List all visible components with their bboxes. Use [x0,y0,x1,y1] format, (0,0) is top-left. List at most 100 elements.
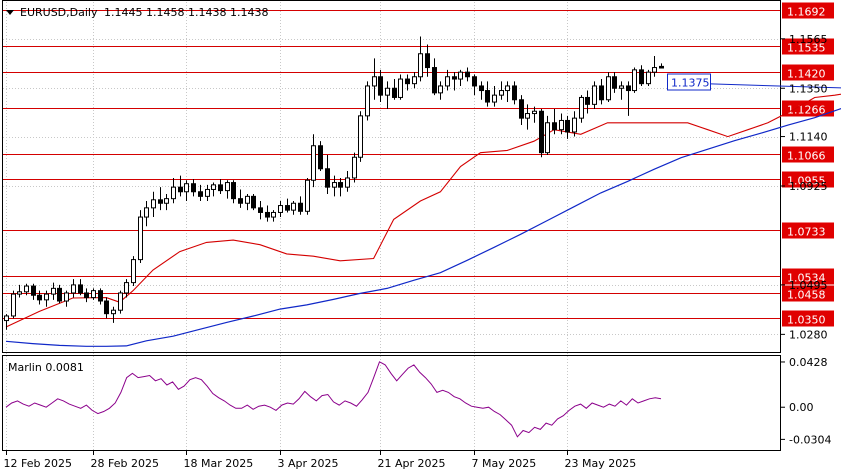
candle-body-64 [432,67,437,94]
candle-body-90 [606,76,611,101]
candle-body-76 [512,85,517,101]
level-label-bg-2 [782,64,834,81]
level-label-bg-5 [782,171,834,188]
candle-body-50 [338,182,343,188]
candle-body-54 [365,85,370,117]
candle-body-59 [398,78,403,98]
candle-body-91 [612,76,617,89]
candle-body-20 [138,216,143,261]
dropdown-triangle-icon[interactable] [6,10,14,15]
price-tick-label-3: 1.0925 [789,180,828,193]
candle-body-75 [505,85,510,92]
candle-body-19 [131,259,136,284]
candle-body-62 [418,53,423,78]
time-tick-label-3: 3 Apr 2025 [278,457,339,470]
level-label-bg-9 [782,310,834,327]
candle-body-5 [37,294,42,301]
candle-body-67 [452,76,457,80]
candle-body-61 [412,76,417,85]
candle-body-23 [158,199,163,204]
level-label-bg-7 [782,268,834,285]
ohlc-values: 1.1445 1.1458 1.1438 1.1438 [104,6,268,19]
candle-body-71 [479,85,484,92]
candle-body-74 [499,90,504,96]
candle-body-82 [552,122,557,131]
candle-body-25 [171,186,176,200]
candle-body-45 [305,179,310,212]
time-tick-label-4: 21 Apr 2025 [378,457,446,470]
ma-tag-box [667,73,711,91]
candle-body-48 [325,168,330,188]
osc-tick-label-1: 0.00 [789,401,814,414]
candle-body-14 [98,290,103,302]
candle-body-28 [191,183,196,193]
candle-body-53 [358,115,363,158]
main-pane-frame [2,0,781,353]
candle-body-17 [118,292,123,311]
candle-body-34 [231,182,236,200]
candle-body-51 [345,177,350,188]
level-label-bg-4 [782,146,834,163]
candle-body-94 [632,69,637,92]
time-axis: 12 Feb 2025 28 Feb 2025 18 Mar 2025 3 Apr 2… [4,450,637,470]
oscillator-title: Marlin 0.0081 [8,361,84,374]
candle-body-63 [425,53,430,69]
ma-tag-label: 1.1375 [671,77,710,90]
candle-body-11 [78,284,83,294]
candle-body-88 [592,85,597,105]
symbol-label: EURUSD,Daily [20,6,98,19]
time-tick-label-2: 18 Mar 2025 [184,457,254,470]
candle-body-92 [619,85,624,89]
candle-body-2 [17,291,22,295]
level-label-0: 1.1692 [787,6,826,19]
candle-body-52 [352,156,357,179]
candle-body-95 [639,69,644,85]
candle-body-15 [104,300,109,315]
candle-body-29 [198,191,203,197]
candle-body-79 [532,110,537,115]
candle-body-16 [111,309,116,315]
candle-body-58 [392,87,397,98]
candle-body-18 [124,282,129,294]
horizontal-levels: 1.1692 1.1535 1.1420 1.1266 1.1066 1.0955 1.07… [3,2,834,327]
candle-body-0 [4,315,9,322]
candle-body-44 [298,202,303,212]
price-tick-label-5: 1.0280 [789,328,828,341]
price-tick-label-2: 1.1140 [789,131,828,144]
candle-body-87 [585,96,590,105]
candle-body-84 [565,119,570,133]
candle-body-27 [184,183,189,193]
candle-body-89 [599,85,604,101]
oscillator-pane-frame [2,355,781,451]
candle-body-38 [258,207,263,213]
candle-body-96 [646,71,651,85]
candle-body-40 [271,211,276,218]
candle-body-98 [659,65,664,69]
candle-body-66 [445,76,450,87]
candle-body-60 [405,78,410,85]
candle-body-80 [539,110,544,154]
candle-body-49 [332,182,337,188]
level-label-bg-3 [782,100,834,117]
level-label-7: 1.0534 [787,272,826,285]
time-tick-label-5: 7 May 2025 [472,457,537,470]
candle-body-36 [245,195,250,204]
candle-body-26 [178,186,183,193]
candle-body-56 [378,76,383,96]
osc-tick-label-0: 0.0428 [789,356,828,369]
candle-body-3 [24,285,29,293]
candle-body-41 [278,205,283,213]
candle-body-55 [372,76,377,87]
candle-body-13 [91,290,96,299]
level-label-bg-1 [782,38,834,55]
candle-body-73 [492,94,497,103]
candle-body-21 [144,207,149,218]
candle-body-97 [652,67,657,73]
time-tick-label-6: 23 May 2025 [565,457,637,470]
candle-body-78 [525,113,530,119]
candle-body-69 [465,71,470,78]
candle-body-43 [291,202,296,211]
candle-body-10 [71,284,76,294]
